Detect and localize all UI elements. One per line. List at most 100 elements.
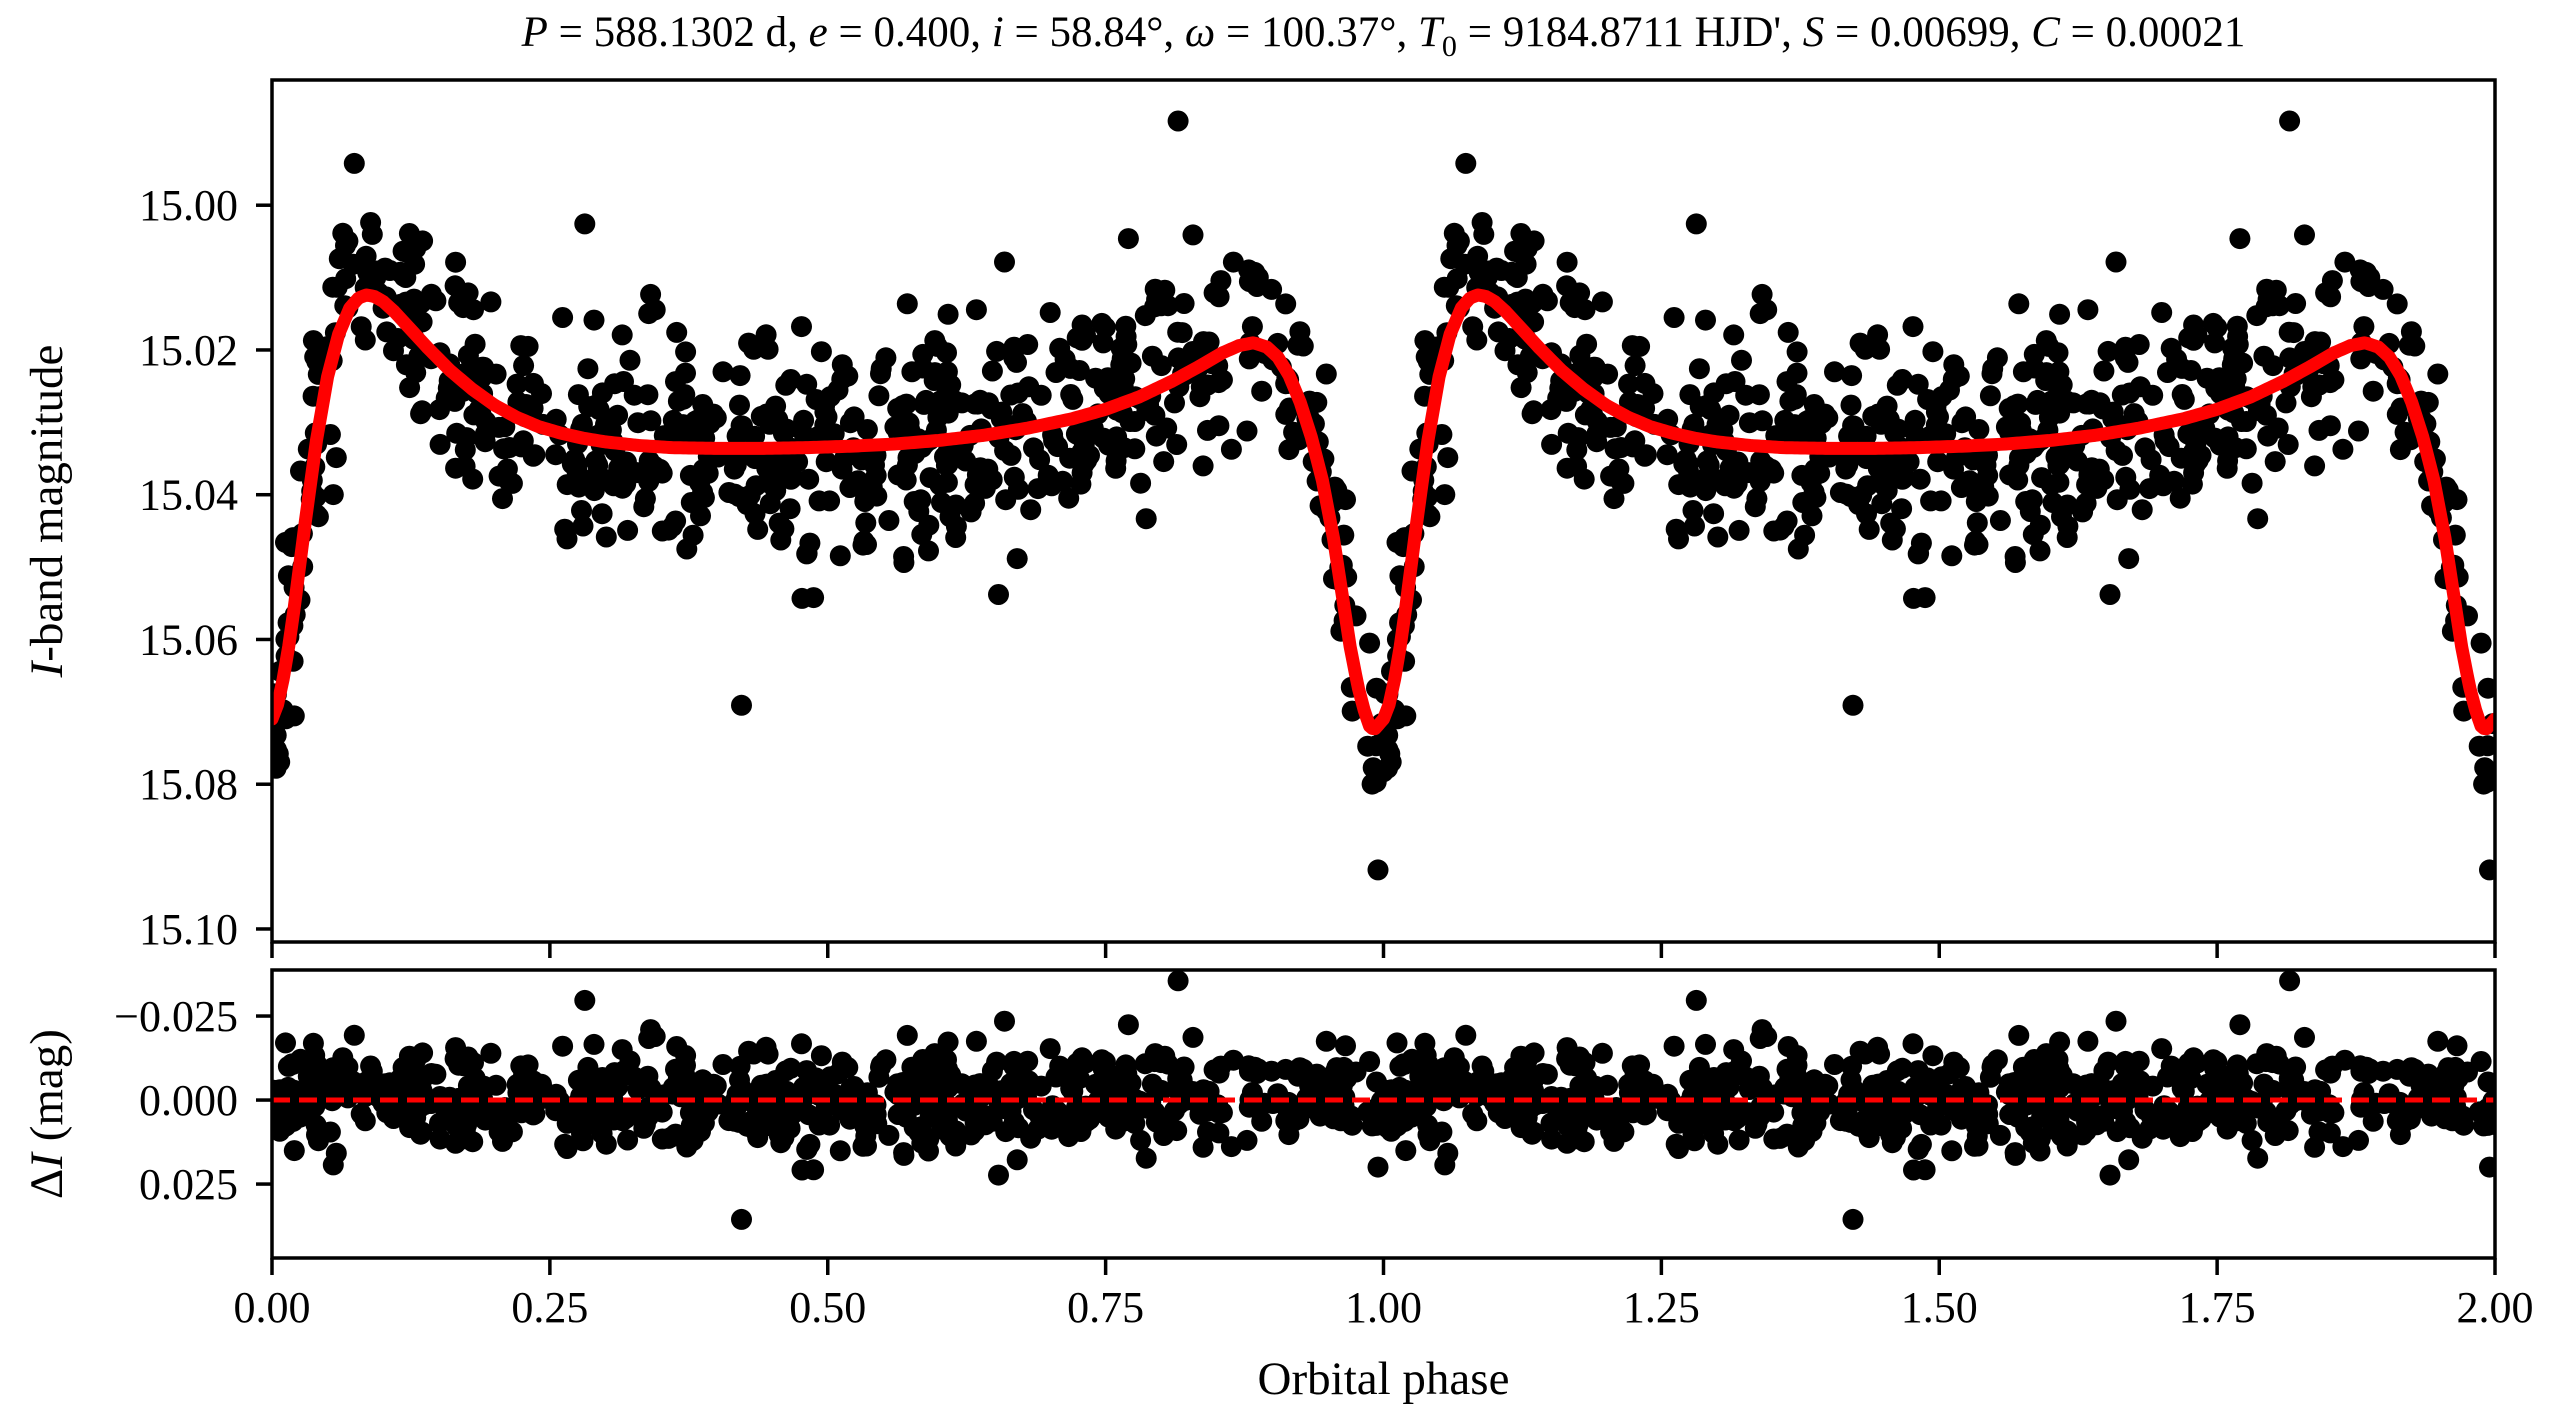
data-point	[1380, 751, 1402, 773]
xtick-label-phase: 0.75	[1067, 1283, 1144, 1332]
residual-point	[1414, 1032, 1436, 1054]
data-point	[1786, 341, 1808, 363]
data-point	[2332, 438, 2354, 460]
data-point	[1728, 519, 1750, 541]
residual-point	[583, 1033, 605, 1055]
residual-point	[1006, 1149, 1028, 1171]
data-point	[1941, 545, 1963, 567]
residual-point	[429, 1112, 450, 1134]
data-point	[545, 444, 567, 466]
residual-point	[896, 1024, 918, 1046]
residual-point	[1167, 970, 1189, 992]
data-point	[2300, 386, 2322, 408]
data-point	[474, 431, 496, 453]
data-point	[692, 481, 714, 503]
data-point	[1433, 276, 1455, 298]
residual-point	[986, 1051, 1008, 1073]
residual-point	[1941, 1140, 1963, 1162]
residual-point	[480, 1042, 502, 1064]
data-point	[1583, 356, 1604, 378]
residual-point	[1540, 1112, 1562, 1134]
data-point	[1134, 305, 1156, 327]
data-point	[1723, 324, 1745, 346]
data-point	[272, 724, 287, 746]
residual-point	[1310, 1087, 1332, 1109]
residual-point	[1510, 1117, 1532, 1139]
data-point	[383, 340, 404, 362]
data-point	[325, 447, 347, 469]
data-point	[361, 223, 383, 245]
residual-point	[1591, 1042, 1613, 1064]
residual-point	[1389, 1055, 1411, 1077]
data-point	[1854, 338, 1876, 360]
data-point	[755, 324, 777, 346]
data-point	[2119, 478, 2141, 500]
data-point	[2008, 293, 2030, 315]
residual-point	[1973, 1108, 1995, 1130]
residual-point	[1663, 1035, 1685, 1057]
residual-point	[1208, 1062, 1230, 1084]
residual-point	[457, 1046, 479, 1068]
data-point	[1907, 373, 1929, 395]
data-point	[928, 403, 950, 425]
residual-point	[2056, 1072, 2078, 1094]
ytick-label-residual: 0.025	[139, 1160, 238, 1209]
data-point	[2479, 859, 2495, 881]
residual-point	[665, 1123, 687, 1145]
data-point	[1091, 312, 1113, 334]
residual-point	[743, 1043, 765, 1065]
data-point	[1981, 363, 2003, 385]
data-point	[1208, 286, 1230, 308]
residual-point	[1261, 1060, 1283, 1082]
residual-point	[1746, 1114, 1768, 1135]
data-point	[805, 389, 827, 410]
residual-point	[277, 1055, 299, 1077]
data-point	[1618, 373, 1640, 395]
residual-point	[791, 1033, 812, 1055]
residual-point	[2182, 1106, 2204, 1128]
residual-point	[1092, 1102, 1114, 1124]
residual-point	[1909, 1104, 1931, 1126]
data-point	[2247, 400, 2269, 421]
data-point	[1629, 335, 1651, 357]
data-point	[1023, 437, 1044, 459]
residual-point	[1735, 1066, 1757, 1088]
data-point	[1591, 291, 1613, 313]
residual-point	[959, 1088, 981, 1110]
ytick-label-mag: 15.08	[139, 760, 238, 809]
data-point	[1467, 245, 1489, 267]
residual-point	[1583, 1076, 1604, 1098]
residual-point	[1386, 1032, 1408, 1054]
residual-point	[399, 1117, 421, 1139]
data-point	[2004, 546, 2026, 567]
data-point	[1006, 548, 1028, 570]
residual-point	[272, 1102, 287, 1124]
light-curve-panel	[272, 110, 2495, 881]
data-point	[1909, 468, 1931, 490]
data-point	[619, 349, 641, 371]
residual-point	[731, 1208, 752, 1230]
residual-point	[2119, 1117, 2141, 1139]
data-point	[986, 340, 1008, 362]
residual-point	[2029, 1140, 2051, 1162]
data-point	[2171, 357, 2193, 379]
residual-point	[810, 1045, 832, 1067]
data-point	[2257, 288, 2279, 310]
data-point	[513, 355, 535, 377]
residual-point	[1467, 1071, 1489, 1093]
residual-point	[316, 1080, 338, 1102]
data-point	[574, 213, 596, 235]
residual-point	[322, 1057, 344, 1079]
residual-point	[383, 1108, 404, 1129]
data-point	[1173, 293, 1195, 314]
residual-point	[1208, 1122, 1230, 1144]
axis-ticks	[256, 203, 2497, 1275]
residual-point	[272, 1120, 291, 1142]
ytick-label-mag: 15.04	[139, 471, 238, 520]
data-point	[1135, 508, 1157, 530]
data-point	[1236, 420, 1258, 442]
residual-point	[1345, 1061, 1367, 1083]
data-point	[1440, 248, 1462, 270]
data-point	[779, 498, 801, 520]
xtick-label-phase: 2.00	[2457, 1283, 2534, 1332]
